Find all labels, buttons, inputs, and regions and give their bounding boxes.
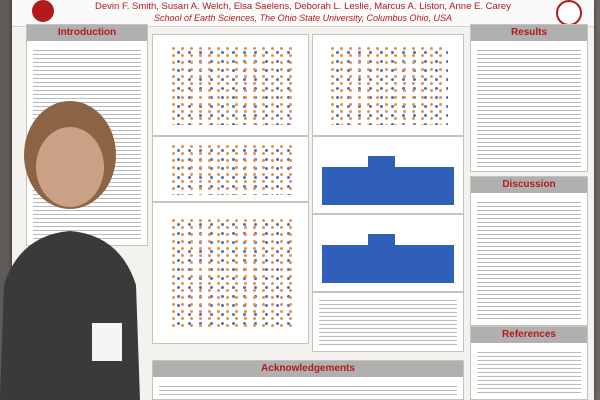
bar-series-1: [322, 156, 454, 206]
bar-figure-2: [312, 214, 464, 292]
acknowledgements-panel: Acknowledgements: [152, 360, 464, 400]
references-heading: References: [471, 327, 587, 343]
university-logo-right: [556, 0, 582, 26]
face-placeholder-shape: [36, 127, 104, 207]
poster-banner: Devin F. Smith, Susan A. Welch, Elsa Sae…: [12, 0, 594, 27]
data-table: [312, 292, 464, 352]
acknowledgements-text: [159, 383, 457, 395]
radial-figure: [152, 136, 309, 202]
person-silhouette-placeholder: [0, 101, 140, 400]
element-points: [168, 217, 293, 329]
poster-authors: Devin F. Smith, Susan A. Welch, Elsa Sae…: [95, 1, 511, 12]
discussion-heading: Discussion: [471, 177, 587, 193]
references-text: [477, 349, 581, 395]
references-panel: References: [470, 326, 588, 400]
bar-series-2: [322, 234, 454, 284]
scatter-points: [168, 45, 293, 125]
results-panel: Results: [470, 24, 588, 172]
scatter-figure-2: [312, 34, 464, 136]
clothing-shape: [0, 231, 140, 400]
data-table-rows: [319, 297, 457, 347]
results-heading: Results: [471, 25, 587, 41]
bar-figure-1: [312, 136, 464, 214]
badge-shape: [92, 323, 122, 361]
discussion-panel: Discussion: [470, 176, 588, 326]
university-logo-left: [32, 0, 54, 22]
poster-affiliation: School of Earth Sciences, The Ohio State…: [154, 13, 452, 23]
elemental-figure: [152, 202, 309, 344]
discussion-text: [477, 199, 581, 321]
scatter-points-2: [328, 45, 448, 125]
acknowledgements-heading: Acknowledgements: [153, 361, 463, 377]
results-text: [477, 47, 581, 167]
radial-points: [168, 143, 293, 195]
introduction-heading: Introduction: [27, 25, 147, 41]
scatter-figure-1: [152, 34, 309, 136]
